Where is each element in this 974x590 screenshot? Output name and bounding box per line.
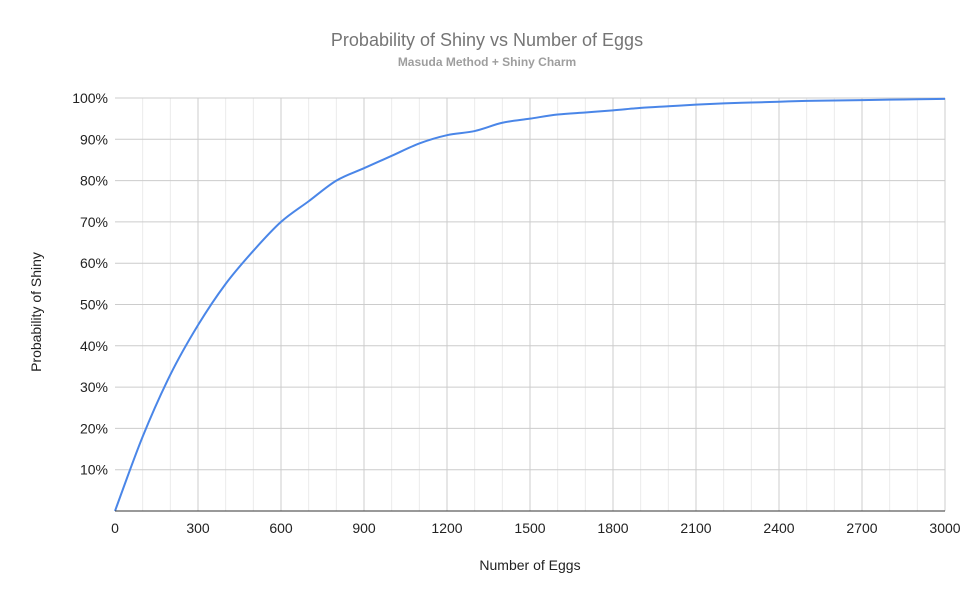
- series-line: [114, 97, 946, 512]
- x-tick-label: 2100: [680, 520, 711, 536]
- y-tick-label: 80%: [80, 173, 108, 189]
- x-tick-label: 600: [269, 520, 293, 536]
- grid: [115, 97, 946, 511]
- y-tick-label: 40%: [80, 338, 108, 354]
- y-tick-label: 90%: [80, 131, 108, 147]
- x-axis-label: Number of Eggs: [479, 557, 580, 573]
- x-tick-label: 1500: [514, 520, 545, 536]
- x-tick-label: 3000: [929, 520, 960, 536]
- x-axis-ticks: 0 300 600 900 1200 1500 1800 2100 2400 2700 3000: [111, 520, 961, 536]
- y-axis-ticks: 10% 20% 30% 40% 50% 60% 70% 80% 90% 100%: [72, 90, 108, 478]
- x-tick-label: 1200: [431, 520, 462, 536]
- chart-subtitle: Masuda Method + Shiny Charm: [398, 55, 576, 69]
- y-tick-label: 50%: [80, 297, 108, 313]
- y-tick-label: 20%: [80, 420, 108, 436]
- x-tick-label: 1800: [597, 520, 628, 536]
- x-tick-label: 300: [186, 520, 210, 536]
- x-tick-label: 2700: [846, 520, 877, 536]
- y-tick-label: 10%: [80, 462, 108, 478]
- x-tick-label: 2400: [763, 520, 794, 536]
- chart-title: Probability of Shiny vs Number of Eggs: [331, 30, 643, 50]
- y-tick-label: 100%: [72, 90, 108, 106]
- y-tick-label: 60%: [80, 255, 108, 271]
- y-axis-label: Probability of Shiny: [28, 252, 44, 372]
- y-tick-label: 70%: [80, 214, 108, 230]
- x-tick-label: 0: [111, 520, 119, 536]
- x-tick-label: 900: [352, 520, 376, 536]
- y-tick-label: 30%: [80, 379, 108, 395]
